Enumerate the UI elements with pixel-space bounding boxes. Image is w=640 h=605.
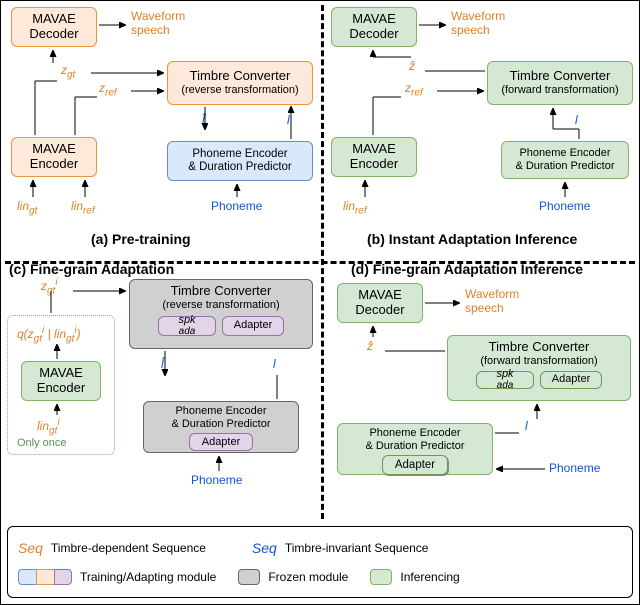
panel-a: MAVAEDecoder Waveformspeech Timbre Conve…: [1, 1, 321, 261]
seq-blue-icon: Seq: [252, 540, 277, 556]
infer-swatch: [370, 569, 392, 585]
train-label: Training/Adapting module: [80, 570, 216, 584]
legend: Seq Timbre-dependent Sequence Seq Timbre…: [7, 526, 633, 598]
panel-b: MAVAEDecoder Waveformspeech Timbre Conve…: [321, 1, 640, 261]
arrows-b: [321, 1, 640, 261]
frozen-swatch: [238, 569, 260, 585]
frozen-label: Frozen module: [268, 570, 348, 584]
figure-container: MAVAEDecoder Waveformspeech Timbre Conve…: [0, 0, 640, 605]
seq-orange-label: Timbre-dependent Sequence: [51, 541, 206, 555]
panel-c: Timbre Converter (reverse transformation…: [1, 261, 321, 521]
legend-row-2: Training/Adapting module Frozen module I…: [18, 562, 622, 591]
arrows-d: [321, 261, 640, 521]
seq-orange-icon: Seq: [18, 540, 43, 556]
arrows-c: [1, 261, 321, 521]
infer-label: Inferencing: [400, 570, 459, 584]
panel-d: MAVAEDecoder Waveformspeech Timbre Conve…: [321, 261, 640, 521]
seq-blue-label: Timbre-invariant Sequence: [285, 541, 429, 555]
legend-row-1: Seq Timbre-dependent Sequence Seq Timbre…: [18, 533, 622, 562]
arrows-a: [1, 1, 321, 261]
train-swatch: [18, 569, 72, 585]
